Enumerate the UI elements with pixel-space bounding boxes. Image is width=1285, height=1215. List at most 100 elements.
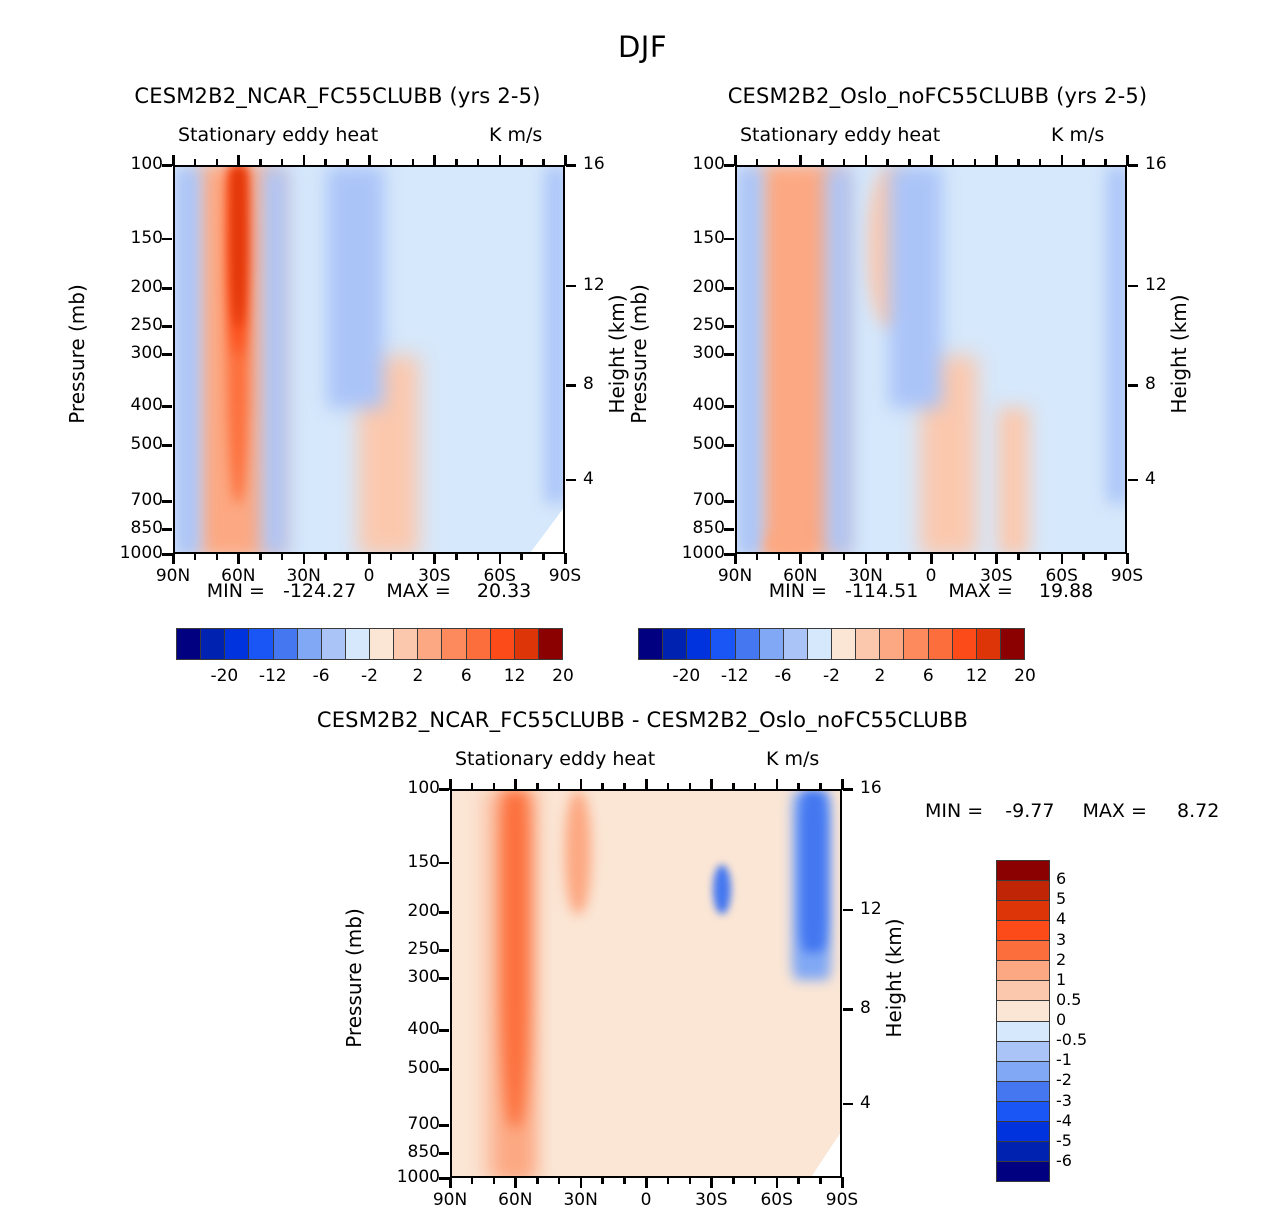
lat-tickmark <box>688 783 692 790</box>
diff-colorbar-swatch[interactable] <box>997 921 1049 942</box>
colorbar-swatch[interactable] <box>345 629 370 659</box>
diff-colorbar-swatch[interactable] <box>997 961 1049 982</box>
pressure-tickmark <box>439 1068 449 1071</box>
diff-colorbar-tick-label: 5 <box>1056 889 1067 909</box>
diff-colorbar-swatch[interactable] <box>997 1141 1049 1162</box>
colorbar-tick-label: 6 <box>922 666 934 686</box>
lat-tickmark <box>710 1177 713 1188</box>
lat-tickmark <box>520 553 523 560</box>
diff-colorbar-swatch[interactable] <box>997 941 1049 962</box>
top-left-min-label: MIN = <box>206 580 265 602</box>
diff-colorbar-tick-label: -0.5 <box>1056 1030 1088 1050</box>
bottom-variable-label: Stationary eddy heat <box>455 748 656 770</box>
diff-colorbar-swatch[interactable] <box>997 1041 1049 1062</box>
lat-tickmark <box>908 553 911 560</box>
pressure-tick-label: 500 <box>407 1058 440 1079</box>
colorbar-swatch[interactable] <box>442 629 467 659</box>
lat-tickmark <box>455 159 458 166</box>
lat-tickmark <box>645 779 648 790</box>
top-left-colorbar[interactable] <box>176 628 563 660</box>
colorbar-swatch[interactable] <box>418 629 443 659</box>
colorbar-swatch[interactable] <box>904 629 929 659</box>
lat-tickmark <box>215 553 219 560</box>
diff-colorbar-swatch[interactable] <box>997 861 1049 882</box>
lat-tickmark <box>368 553 371 564</box>
colorbar-swatch[interactable] <box>663 629 688 659</box>
colorbar-swatch[interactable] <box>321 629 346 659</box>
colorbar-swatch[interactable] <box>394 629 419 659</box>
colorbar-swatch[interactable] <box>759 629 784 659</box>
top-right-colorbar[interactable] <box>638 628 1025 660</box>
diff-colorbar-swatch[interactable] <box>997 881 1049 902</box>
colorbar-swatch[interactable] <box>832 629 857 659</box>
lat-tickmark <box>542 159 545 166</box>
colorbar-swatch[interactable] <box>249 629 274 659</box>
colorbar-swatch[interactable] <box>928 629 953 659</box>
colorbar-swatch[interactable] <box>466 629 491 659</box>
top-right-plot-area[interactable] <box>735 165 1127 554</box>
pressure-tickmark <box>162 164 172 167</box>
colorbar-swatch[interactable] <box>687 629 712 659</box>
colorbar-swatch[interactable] <box>880 629 905 659</box>
height-tick-label: 8 <box>583 374 594 395</box>
diff-colorbar-swatch[interactable] <box>997 901 1049 922</box>
height-tick-label: 4 <box>583 468 594 489</box>
bottom-pressure-axis-title: Pressure (mb) <box>342 908 366 1048</box>
colorbar-tick-label: 20 <box>1014 666 1036 686</box>
diff-colorbar-swatch[interactable] <box>997 1101 1049 1122</box>
lat-tickmark <box>280 159 284 166</box>
pressure-tickmark <box>162 444 172 447</box>
bottom-max-label: MAX = <box>1082 800 1147 822</box>
lat-tick-label: 30N <box>286 566 321 586</box>
colorbar-swatch[interactable] <box>177 629 202 659</box>
top-left-height-axis-title: Height (km) <box>605 294 629 414</box>
diff-colorbar-swatch[interactable] <box>997 1061 1049 1082</box>
colorbar-swatch[interactable] <box>538 629 562 659</box>
colorbar-swatch[interactable] <box>273 629 298 659</box>
pressure-tickmark <box>439 1177 449 1180</box>
lat-tick-label: 60S <box>1045 566 1078 586</box>
colorbar-swatch[interactable] <box>711 629 736 659</box>
lat-tickmark <box>215 159 219 166</box>
colorbar-swatch[interactable] <box>201 629 226 659</box>
top-right-contour-field <box>737 167 1125 552</box>
contour-band <box>1107 167 1125 504</box>
lat-tickmark <box>193 159 197 166</box>
colorbar-swatch[interactable] <box>856 629 881 659</box>
colorbar-swatch[interactable] <box>1000 629 1024 659</box>
diff-colorbar-swatch[interactable] <box>997 1021 1049 1042</box>
diff-colorbar-swatch[interactable] <box>997 981 1049 1002</box>
top-left-contour-field <box>175 167 563 552</box>
top-left-plot-area[interactable] <box>173 165 565 554</box>
diff-colorbar-swatch[interactable] <box>997 1161 1049 1181</box>
colorbar-swatch[interactable] <box>976 629 1001 659</box>
pressure-tickmark <box>724 164 734 167</box>
lat-tick-label: 0 <box>640 1190 652 1210</box>
difference-colorbar[interactable] <box>996 860 1050 1182</box>
colorbar-swatch[interactable] <box>807 629 832 659</box>
lat-tickmark <box>799 155 802 166</box>
colorbar-swatch[interactable] <box>490 629 515 659</box>
colorbar-swatch[interactable] <box>639 629 664 659</box>
pressure-tickmark <box>724 553 734 556</box>
colorbar-swatch[interactable] <box>735 629 760 659</box>
lat-tickmark <box>542 553 545 560</box>
diff-colorbar-swatch[interactable] <box>997 1121 1049 1142</box>
diff-colorbar-swatch[interactable] <box>997 1081 1049 1102</box>
colorbar-swatch[interactable] <box>225 629 250 659</box>
colorbar-swatch[interactable] <box>783 629 808 659</box>
lat-tickmark <box>470 1177 474 1184</box>
colorbar-swatch[interactable] <box>297 629 322 659</box>
colorbar-swatch[interactable] <box>370 629 395 659</box>
diff-colorbar-swatch[interactable] <box>997 1001 1049 1022</box>
pressure-tick-label: 400 <box>407 1019 440 1040</box>
lat-tick-label: 90N <box>155 566 191 586</box>
top-right-min-value: -114.51 <box>844 580 919 602</box>
bottom-plot-area[interactable] <box>450 789 842 1178</box>
pressure-tick-label: 200 <box>407 901 440 922</box>
height-tick-label: 16 <box>583 154 605 174</box>
colorbar-swatch[interactable] <box>952 629 977 659</box>
pressure-tick-label: 1000 <box>681 543 725 563</box>
colorbar-swatch[interactable] <box>514 629 539 659</box>
no-data-region <box>809 1127 840 1176</box>
